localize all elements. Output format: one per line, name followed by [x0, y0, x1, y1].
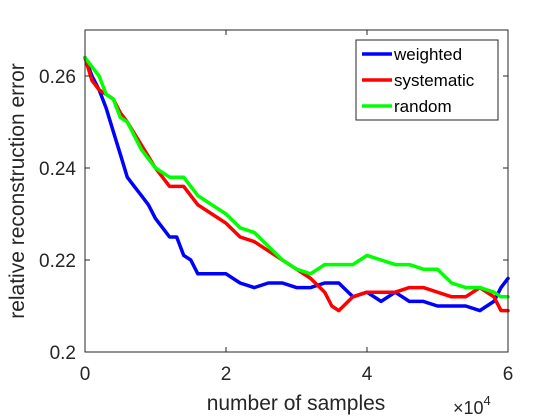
- x-multiplier-exponent: 4: [484, 393, 491, 408]
- x-tick-label: 0: [80, 364, 91, 385]
- y-tick-label: 0.22: [39, 251, 76, 272]
- legend-label-weighted: weighted: [393, 45, 462, 64]
- legend: weighted systematic random: [355, 39, 499, 121]
- axes-box: [84, 29, 509, 353]
- y-tick-label: 0.24: [39, 159, 76, 180]
- legend-label-systematic: systematic: [394, 71, 475, 90]
- x-multiplier-base: ×10: [453, 398, 484, 418]
- x-axis-multiplier: ×104: [453, 393, 491, 418]
- legend-label-random: random: [394, 97, 452, 116]
- y-tick-label: 0.26: [39, 67, 76, 88]
- series-line-random: [83, 55, 510, 299]
- ticks-group: 0 2 4 6 0.2 0.22 0.24 0.26: [39, 30, 513, 385]
- x-tick-label: 6: [503, 364, 514, 385]
- series-line-weighted: [83, 55, 510, 313]
- y-tick-label: 0.2: [50, 343, 76, 364]
- x-tick-label: 4: [362, 364, 373, 385]
- x-axis-label: number of samples: [207, 392, 386, 415]
- x-tick-label: 2: [221, 364, 232, 385]
- y-axis-label: relative reconstruction error: [6, 63, 29, 319]
- series-group: [83, 55, 510, 313]
